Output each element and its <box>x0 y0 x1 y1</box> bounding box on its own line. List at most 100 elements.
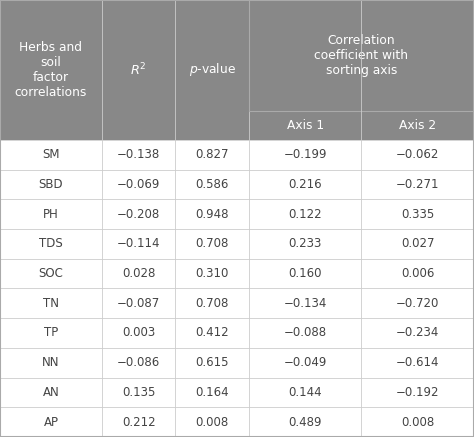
Bar <box>361 170 474 199</box>
Text: 0.028: 0.028 <box>122 267 155 280</box>
Bar <box>175 170 249 199</box>
Bar <box>175 259 249 288</box>
Bar <box>361 140 474 170</box>
Text: −0.088: −0.088 <box>283 326 327 340</box>
Text: 0.144: 0.144 <box>288 386 322 399</box>
Bar <box>249 111 361 140</box>
Bar <box>175 140 249 170</box>
Text: 0.708: 0.708 <box>195 297 229 310</box>
Text: −0.086: −0.086 <box>117 356 160 369</box>
Bar <box>102 318 175 348</box>
Text: −0.134: −0.134 <box>283 297 327 310</box>
Bar <box>102 378 175 407</box>
Text: Correlation
coefficient with
sorting axis: Correlation coefficient with sorting axi… <box>314 34 409 77</box>
Bar <box>0 378 102 407</box>
Text: −0.069: −0.069 <box>117 178 160 191</box>
Bar <box>102 170 175 199</box>
Text: 0.122: 0.122 <box>288 208 322 221</box>
Text: Herbs and
soil
factor
correlations: Herbs and soil factor correlations <box>15 41 87 99</box>
Bar <box>175 407 249 437</box>
Text: TN: TN <box>43 297 59 310</box>
Bar <box>175 288 249 318</box>
Text: Axis 1: Axis 1 <box>287 119 324 132</box>
Bar <box>102 288 175 318</box>
Bar <box>0 140 102 170</box>
Bar <box>0 259 102 288</box>
Bar <box>0 318 102 348</box>
Text: −0.138: −0.138 <box>117 148 160 161</box>
Bar <box>361 259 474 288</box>
Text: −0.062: −0.062 <box>396 148 439 161</box>
Bar <box>361 111 474 140</box>
Text: −0.208: −0.208 <box>117 208 160 221</box>
Text: NN: NN <box>42 356 60 369</box>
Bar <box>0 0 102 140</box>
Bar <box>249 378 361 407</box>
Bar <box>361 199 474 229</box>
Text: 0.948: 0.948 <box>195 208 229 221</box>
Bar <box>0 229 102 259</box>
Text: −0.192: −0.192 <box>396 386 439 399</box>
Text: 0.027: 0.027 <box>401 237 435 250</box>
Text: 0.827: 0.827 <box>195 148 229 161</box>
Text: 0.160: 0.160 <box>288 267 322 280</box>
Bar <box>361 288 474 318</box>
Text: 0.003: 0.003 <box>122 326 155 340</box>
Bar <box>0 199 102 229</box>
Text: −0.234: −0.234 <box>396 326 439 340</box>
Bar <box>249 348 361 378</box>
Text: 0.412: 0.412 <box>195 326 229 340</box>
Bar <box>361 229 474 259</box>
Bar <box>249 0 474 111</box>
Text: AP: AP <box>44 416 58 429</box>
Text: 0.615: 0.615 <box>195 356 229 369</box>
Text: PH: PH <box>43 208 59 221</box>
Text: 0.335: 0.335 <box>401 208 434 221</box>
Bar <box>249 259 361 288</box>
Text: Axis 2: Axis 2 <box>399 119 436 132</box>
Bar <box>102 140 175 170</box>
Text: 0.164: 0.164 <box>195 386 229 399</box>
Bar <box>175 229 249 259</box>
Bar <box>249 199 361 229</box>
Text: −0.199: −0.199 <box>283 148 327 161</box>
Text: 0.586: 0.586 <box>195 178 229 191</box>
Text: TP: TP <box>44 326 58 340</box>
Text: 0.489: 0.489 <box>288 416 322 429</box>
Bar <box>0 348 102 378</box>
Bar <box>175 378 249 407</box>
Bar <box>361 318 474 348</box>
Text: 0.006: 0.006 <box>401 267 434 280</box>
Bar <box>102 229 175 259</box>
Text: −0.087: −0.087 <box>117 297 160 310</box>
Bar <box>102 199 175 229</box>
Text: 0.008: 0.008 <box>401 416 434 429</box>
Bar <box>175 318 249 348</box>
Text: SBD: SBD <box>39 178 63 191</box>
Bar <box>0 170 102 199</box>
Bar <box>102 0 175 140</box>
Bar <box>102 407 175 437</box>
Bar <box>361 407 474 437</box>
Bar <box>249 229 361 259</box>
Bar <box>249 170 361 199</box>
Text: −0.720: −0.720 <box>396 297 439 310</box>
Text: $\mathit{R}^2$: $\mathit{R}^2$ <box>130 62 147 78</box>
Bar <box>175 0 249 140</box>
Bar <box>249 407 361 437</box>
Text: 0.310: 0.310 <box>195 267 229 280</box>
Bar <box>249 288 361 318</box>
Bar <box>249 140 361 170</box>
Bar <box>0 407 102 437</box>
Text: −0.614: −0.614 <box>396 356 439 369</box>
Text: 0.708: 0.708 <box>195 237 229 250</box>
Text: 0.216: 0.216 <box>288 178 322 191</box>
Bar <box>175 348 249 378</box>
Text: SOC: SOC <box>38 267 64 280</box>
Text: −0.271: −0.271 <box>396 178 439 191</box>
Bar <box>361 378 474 407</box>
Text: −0.114: −0.114 <box>117 237 160 250</box>
Text: −0.049: −0.049 <box>283 356 327 369</box>
Text: SM: SM <box>42 148 60 161</box>
Bar <box>102 348 175 378</box>
